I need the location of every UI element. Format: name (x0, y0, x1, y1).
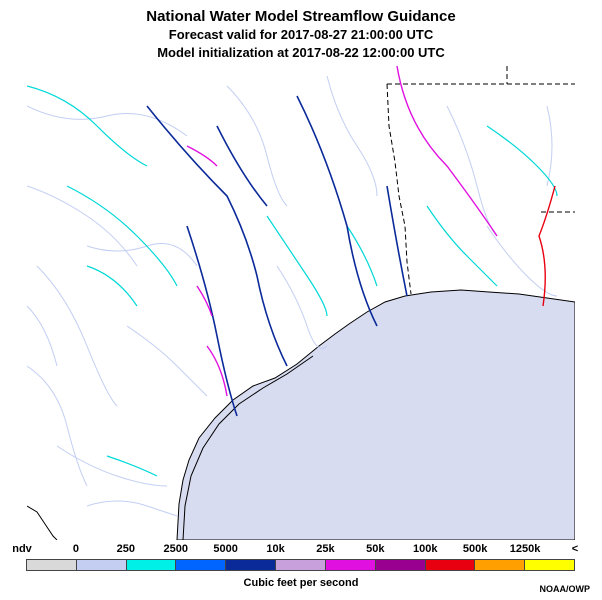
barrier-islands (182, 355, 314, 540)
legend-label-overflow: < (571, 543, 579, 555)
medium-rivers (27, 85, 558, 477)
legend-swatch (425, 560, 476, 570)
legend-label: 250 (116, 543, 135, 555)
legend-label: 0 (72, 543, 79, 555)
state-border-sabine (386, 83, 575, 295)
legend-swatch (525, 560, 574, 570)
model-init-text: Model initialization at 2017-08-22 12:00… (157, 45, 445, 60)
major-rivers (146, 95, 408, 417)
legend-swatch (276, 560, 326, 570)
legend-label: 5000 (213, 543, 238, 555)
legend-swatch (475, 560, 526, 570)
map-title: National Water Model Streamflow Guidance (146, 8, 456, 25)
forecast-valid-text: Forecast valid for 2017-08-27 21:00:00 U… (168, 27, 434, 42)
legend-swatch (76, 560, 127, 570)
legend-swatch (126, 560, 177, 570)
legend-labels: ndv 0 250 2500 5000 10k 25k 50k 100k 500k 1250k < (0, 543, 602, 557)
legend-swatch (176, 560, 227, 570)
state-border-ms-la (506, 66, 575, 213)
legend-label: 500k (462, 543, 488, 555)
minor-rivers (27, 75, 558, 517)
legend-label: 1250k (509, 543, 541, 555)
legend-label: 100k (413, 543, 438, 555)
legend-label: 2500 (163, 543, 188, 555)
legend-caption: Cubic feet per second (243, 577, 359, 589)
legend-label: ndv (12, 543, 32, 555)
legend-swatch (226, 560, 277, 570)
streamflow-map (27, 66, 575, 540)
legend-swatch (375, 560, 426, 570)
legend-swatch (27, 560, 77, 570)
high-flow-rivers (186, 66, 556, 397)
international-border (27, 505, 58, 540)
credit-text: NOAA/OWP (539, 584, 591, 594)
legend-label: 25k (316, 543, 335, 555)
legend-label: 10k (266, 543, 285, 555)
legend-swatch (325, 560, 376, 570)
legend-label: 50k (366, 543, 385, 555)
gulf-of-mexico (176, 289, 575, 540)
legend-color-bar (26, 559, 575, 571)
